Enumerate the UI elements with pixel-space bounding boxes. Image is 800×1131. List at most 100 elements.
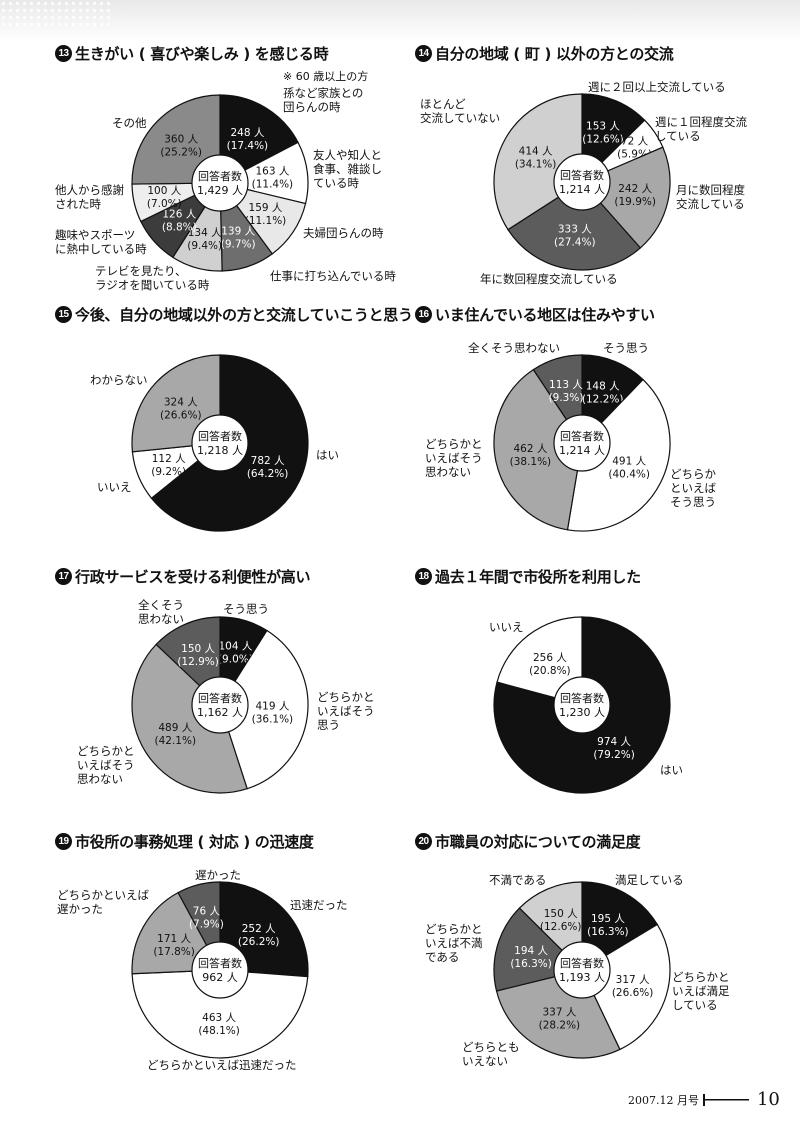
pie-slice	[218, 182, 307, 255]
slice-count-label: 150 人	[181, 643, 215, 655]
slice-count-label: 242 人	[618, 183, 652, 195]
category-label: はい	[660, 763, 683, 777]
respondents-label: 回答者数	[198, 691, 242, 705]
slice-percent-label: (28.2%)	[539, 1020, 581, 1032]
respondents-label: 回答者数	[560, 691, 604, 705]
header-band	[0, 0, 800, 42]
slice-percent-label: (27.4%)	[554, 236, 596, 248]
pie-slice	[581, 93, 646, 184]
slice-percent-label: (12.6%)	[582, 134, 624, 146]
slice-count-label: 126 人	[162, 208, 196, 220]
pie-slice	[493, 907, 584, 992]
pie-slice	[131, 94, 221, 185]
slice-count-label: 974 人	[597, 736, 631, 748]
slice-percent-label: (26.6%)	[160, 410, 202, 422]
pie-slice	[581, 146, 671, 249]
slice-count-label: 360 人	[164, 134, 198, 146]
slice-percent-label: (17.4%)	[227, 140, 269, 152]
slice-count-label: 463 人	[202, 1012, 236, 1024]
slice-percent-label: (9.3%)	[549, 392, 584, 404]
chart-title-text: 自分の地域 ( 町 ) 以外の方との交流	[435, 44, 674, 63]
slice-count-label: 782 人	[251, 455, 285, 467]
category-label: 孫など家族との 団らんの時	[283, 86, 364, 114]
chart-title-text: 市役所の事務処理 ( 対応 ) の迅速度	[75, 832, 314, 851]
chart-number-badge: 17	[55, 567, 72, 585]
chart-title-text: 今後、自分の地域以外の方と交流していこうと思う	[75, 305, 413, 324]
header-dots	[0, 0, 110, 30]
category-label: 友人や知人と 食事、雑談し ている時	[313, 148, 382, 190]
slice-percent-label: (26.6%)	[612, 987, 654, 999]
category-label: 夫婦団らんの時	[303, 226, 384, 240]
category-label: どちらとも いえない	[462, 1040, 520, 1068]
slice-count-label: 419 人	[255, 701, 289, 713]
slice-count-label: 76 人	[193, 905, 221, 917]
pie-slice	[131, 969, 309, 1059]
chart-number-badge: 14	[415, 44, 432, 62]
slice-percent-label: (26.2%)	[238, 936, 280, 948]
chart-number-badge: 19	[55, 832, 72, 850]
category-label: テレビを見たり、 ラジオを聞いている時	[95, 264, 210, 292]
category-label: 週に１回程度交流 している	[655, 115, 747, 143]
slice-count-label: 72 人	[621, 136, 649, 148]
pie-center-hole	[553, 676, 611, 734]
category-label: 仕事に打ち込んでいる時	[270, 269, 396, 283]
slice-count-label: 150 人	[544, 908, 578, 920]
chart-title: 20 市職員の対応についての満足度	[415, 830, 641, 852]
slice-percent-label: (9.2%)	[151, 466, 186, 478]
category-label: そう思う	[223, 602, 269, 616]
respondents-label: 回答者数	[198, 429, 242, 443]
pie-slice	[219, 629, 309, 790]
slice-percent-label: (11.1%)	[245, 215, 287, 227]
chart-number-badge: 20	[415, 832, 432, 850]
slice-count-label: 112 人	[152, 453, 186, 465]
chart-title: 13 生きがい ( 喜びや楽しみ ) を感じる時	[55, 42, 329, 64]
category-label: ほとんど 交流していない	[420, 97, 501, 125]
pie-center-hole	[553, 153, 611, 211]
slice-percent-label: (16.3%)	[587, 926, 629, 938]
category-label: 趣味やスポーツ に熱中している時	[55, 228, 147, 256]
pie-center-hole	[553, 414, 611, 472]
chart-note: ※ 60 歳以上の方	[283, 70, 369, 83]
slice-percent-label: (12.6%)	[540, 921, 582, 933]
slice-percent-label: (40.4%)	[608, 469, 650, 481]
chart-title-text: いま住んでいる地区は住みやすい	[435, 305, 655, 324]
category-label: 迅速だった	[290, 898, 348, 912]
chart-title: 19 市役所の事務処理 ( 対応 ) の迅速度	[55, 830, 314, 852]
chart-number-badge: 13	[55, 44, 72, 62]
slice-percent-label: (17.8%)	[153, 946, 195, 958]
category-label: どちらかといえば 遅かった	[57, 888, 149, 916]
chart-title: 14 自分の地域 ( 町 ) 以外の方との交流	[415, 42, 674, 64]
pie-slice	[507, 181, 642, 271]
slice-percent-label: (25.2%)	[160, 147, 202, 159]
pie-slice	[493, 368, 583, 531]
slice-count-label: 491 人	[612, 456, 646, 468]
footer: 2007.12 月号 10	[628, 1089, 780, 1110]
pie-slice	[493, 93, 583, 231]
category-label: 週に２回以上交流している	[588, 80, 726, 94]
slice-percent-label: (48.1%)	[198, 1025, 240, 1037]
slice-count-label: 337 人	[542, 1007, 576, 1019]
category-label: どちらかといえば迅速だった	[147, 1058, 297, 1072]
respondents-count: 962 人	[202, 971, 238, 984]
category-label: 全くそう思わない	[468, 341, 560, 355]
slice-count-label: 159 人	[249, 202, 283, 214]
pie-slice	[131, 643, 248, 794]
slice-percent-label: (38.1%)	[510, 456, 552, 468]
slice-count-label: 113 人	[549, 379, 583, 391]
slice-percent-label: (11.4%)	[252, 179, 294, 191]
respondents-label: 回答者数	[560, 168, 604, 182]
chart-number-badge: 18	[415, 567, 432, 585]
pie-slice	[131, 442, 222, 500]
respondents-count: 1,214 人	[559, 444, 605, 457]
respondents-count: 1,230 人	[559, 706, 605, 719]
chart-title: 16 いま住んでいる地区は住みやすい	[415, 303, 655, 325]
pie-slice	[150, 354, 309, 532]
category-label: どちらかと いえば不満 である	[425, 922, 483, 964]
category-label: その他	[112, 116, 147, 130]
pie-slice	[581, 923, 671, 1051]
slice-count-label: 134 人	[188, 227, 222, 239]
slice-percent-label: (34.1%)	[515, 159, 557, 171]
slice-count-label: 153 人	[586, 121, 620, 133]
pie-slice	[218, 141, 309, 205]
category-label: どちらか といえば そう思う	[670, 467, 716, 509]
